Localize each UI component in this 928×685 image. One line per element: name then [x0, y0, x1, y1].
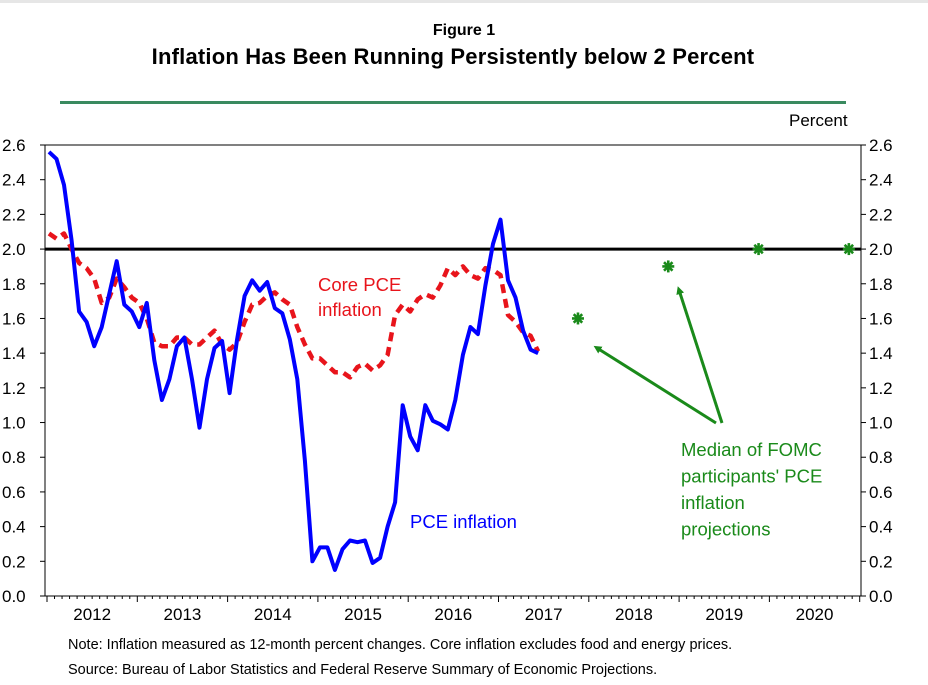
- x-tick-label: 2012: [73, 605, 111, 624]
- y-tick-label-right: 0.6: [869, 483, 893, 502]
- y-tick-label-right: 2.4: [869, 171, 893, 190]
- series-layer: [47, 150, 855, 572]
- annotation-layer: Core PCE inflation PCE inflation Median of …: [318, 274, 822, 540]
- fomc-projection-label: participants' PCE: [681, 466, 822, 487]
- y-tick-label-right: 1.2: [869, 379, 893, 398]
- y-ticks-left: 0.0 0.2 0.4 0.6 0.8 1.0 1.2 1.4 1.6 1.8 2.0 2.2 2.4 2…: [2, 136, 45, 606]
- core-pce-label: inflation: [318, 299, 382, 320]
- x-ticks: 2012 2013 2014 2015 2016 2017 2018 2019 2020: [46, 596, 861, 624]
- chart-title: Inflation Has Been Running Persistently …: [151, 44, 755, 69]
- top-border: [0, 0, 928, 3]
- fomc-projection-label: inflation: [681, 492, 745, 513]
- y-tick-label-right: 1.4: [869, 344, 893, 363]
- y-tick-label-left: 0.4: [2, 518, 26, 537]
- asterisk-stroke: [753, 243, 764, 255]
- arrow-to-2018: [676, 286, 724, 424]
- asterisk-stroke: [843, 243, 855, 255]
- y-tick-label-right: 2.6: [869, 136, 893, 155]
- x-tick-label: 2015: [344, 605, 382, 624]
- y-tick-label-left: 2.6: [2, 136, 26, 155]
- y-tick-label-right: 1.0: [869, 414, 893, 433]
- y-tick-label-right: 0.2: [869, 552, 893, 571]
- projection-asterisk: [571, 312, 584, 325]
- y-ticks-right: 0.0 0.2 0.4 0.6 0.8 1.0 1.2 1.4 1.6 1.8 2.0 2.2 2.4 2…: [861, 136, 893, 606]
- y-tick-label-left: 1.6: [2, 309, 26, 328]
- x-tick-label: 2019: [705, 605, 743, 624]
- y-tick-label-left: 0.0: [2, 587, 26, 606]
- asterisk-stroke: [572, 313, 584, 324]
- arrow-to-2017: [593, 345, 717, 425]
- y-tick-label-left: 1.8: [2, 275, 26, 294]
- projection-asterisk: [662, 260, 675, 273]
- x-tick-label: 2014: [254, 605, 292, 624]
- y-tick-label-right: 2.2: [869, 205, 893, 224]
- y-tick-label-left: 0.6: [2, 483, 26, 502]
- y-tick-label-left: 1.2: [2, 379, 26, 398]
- projection-asterisk: [752, 243, 765, 256]
- pce-line-group: [47, 150, 539, 572]
- pce-label: PCE inflation: [410, 511, 517, 532]
- projection-asterisk: [842, 243, 855, 256]
- core-pce-label: Core PCE: [318, 274, 401, 295]
- projection-markers: [571, 243, 855, 325]
- y-tick-label-left: 0.2: [2, 552, 26, 571]
- x-tick-label: 2013: [164, 605, 202, 624]
- y-tick-label-left: 2.4: [2, 171, 26, 190]
- y-tick-label-right: 0.0: [869, 587, 893, 606]
- asterisk-stroke: [663, 261, 674, 272]
- y-tick-label-right: 2.0: [869, 240, 893, 259]
- chart-note: Note: Inflation measured as 12-month per…: [68, 637, 733, 653]
- fomc-projection-label: projections: [681, 519, 770, 540]
- figure-label: Figure 1: [432, 22, 496, 39]
- title-rule: [60, 101, 846, 104]
- y-tick-label-right: 1.6: [869, 309, 893, 328]
- y-tick-label-left: 2.2: [2, 205, 26, 224]
- x-tick-label: 2017: [525, 605, 563, 624]
- core-pce-line: [47, 231, 541, 380]
- y-tick-label-left: 1.4: [2, 344, 26, 363]
- chart-source: Source: Bureau of Labor Statistics and F…: [68, 662, 658, 678]
- y-tick-label-right: 0.4: [869, 518, 893, 537]
- x-tick-label: 2018: [615, 605, 653, 624]
- y-tick-label-left: 1.0: [2, 414, 26, 433]
- x-tick-label: 2016: [434, 605, 472, 624]
- fomc-projection-label: Median of FOMC: [681, 439, 822, 460]
- y-tick-label-left: 2.0: [2, 240, 26, 259]
- y-tick-label-right: 0.8: [869, 448, 893, 467]
- y-tick-label-left: 0.8: [2, 448, 26, 467]
- pce-line: [47, 150, 539, 572]
- y-axis-unit-label: Percent: [789, 111, 848, 130]
- x-tick-label: 2020: [796, 605, 834, 624]
- y-tick-label-right: 1.8: [869, 275, 893, 294]
